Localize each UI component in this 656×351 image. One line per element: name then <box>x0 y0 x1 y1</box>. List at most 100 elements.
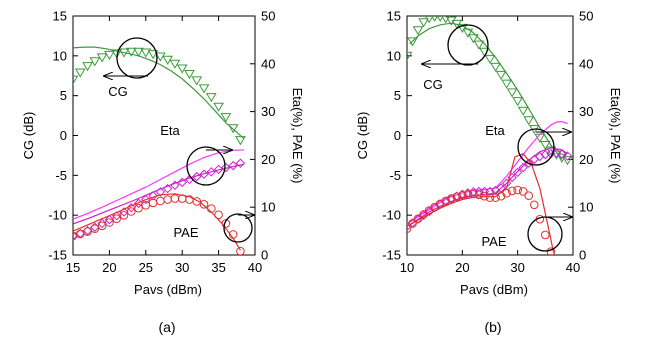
y-left-tick-label: -5 <box>389 168 401 183</box>
series-4-point <box>206 167 217 177</box>
series-1-point <box>111 49 123 59</box>
eta-highlight-circle <box>186 146 226 186</box>
x-tick-label: 20 <box>455 260 469 275</box>
series-5-line <box>73 193 241 251</box>
series-6-point <box>435 199 445 209</box>
series-6-point <box>407 224 412 234</box>
series-4-point <box>199 169 209 179</box>
series-4-point <box>104 214 115 225</box>
series-4-point <box>170 180 180 190</box>
series-4-point <box>228 160 238 171</box>
y-left-tick-label: 15 <box>53 9 67 24</box>
series-1-point <box>104 50 115 61</box>
series-1-point <box>205 93 217 103</box>
y-left-axis-label: CG (dB) <box>21 112 36 160</box>
series-1-point <box>96 53 108 63</box>
series-1-point <box>445 16 457 26</box>
series-6-point <box>463 189 473 199</box>
series-6-point <box>75 229 85 239</box>
y-right-tick-label: 0 <box>579 248 586 263</box>
series-4-point <box>235 158 246 168</box>
series-4-point <box>562 151 573 161</box>
series-1-point <box>407 51 413 61</box>
series-6-point <box>90 224 100 234</box>
x-tick-label: 40 <box>566 260 580 275</box>
series-4-point <box>557 149 567 159</box>
series-4-point <box>73 231 78 241</box>
eta-highlight-circle <box>517 128 555 166</box>
series-6-point <box>480 191 489 201</box>
series-1-point <box>169 59 181 69</box>
series-4-point <box>418 210 429 221</box>
series-6-point <box>163 195 172 204</box>
series-6-point <box>126 207 136 216</box>
y-right-axis-label: Eta(%), PAE (%) <box>608 88 623 184</box>
series-1-point <box>73 75 79 85</box>
series-1-point <box>517 106 529 116</box>
series-4-point <box>512 167 523 178</box>
series-5-line <box>407 152 555 253</box>
y-left-tick-label: 0 <box>394 128 401 143</box>
y-right-tick-label: 10 <box>261 200 275 215</box>
y-left-tick-label: -5 <box>55 168 67 183</box>
series-6-point <box>507 186 517 196</box>
series-3-line <box>73 163 245 225</box>
series-4-point <box>155 187 166 197</box>
y-right-axis-label: Eta(%), PAE (%) <box>290 88 305 184</box>
series-6-point <box>170 194 180 203</box>
y-left-tick-label: -15 <box>48 248 67 263</box>
series-6-point <box>541 230 550 240</box>
y-right-tick-label: 30 <box>579 104 593 119</box>
cg-annotation: CG <box>108 84 128 99</box>
series-1-point <box>89 57 101 67</box>
y-left-axis-label: CG (dB) <box>355 112 370 160</box>
series-6-point <box>502 189 511 198</box>
pae-highlight-circle <box>223 213 253 243</box>
pae-annotation: PAE <box>481 234 506 249</box>
series-6-point <box>192 197 202 206</box>
x-tick-label: 25 <box>139 260 153 275</box>
series-1-point <box>154 52 166 62</box>
y-left-tick-label: 0 <box>60 128 67 143</box>
series-1-point <box>227 124 239 134</box>
series-1-point <box>468 34 479 44</box>
series-4-point <box>221 162 231 173</box>
series-6-point <box>529 200 539 210</box>
series-6-point <box>546 247 556 255</box>
y-left-tick-label: 10 <box>53 48 67 63</box>
series-6-point <box>518 187 528 196</box>
cg-annotation: CG <box>423 77 443 92</box>
series-1-point <box>473 40 485 50</box>
chart-panel-b: 10 20 30 40 -15 -10 -5 0 5 10 15 0 10 20 30 40 50 Pavs (d… <box>355 9 623 336</box>
series-6-point <box>236 246 245 255</box>
series-1-point <box>523 116 535 126</box>
y-right-tick-label: 50 <box>579 9 593 24</box>
series-1-point <box>220 113 232 123</box>
series-6-point <box>496 191 506 201</box>
series-4-point <box>518 162 528 173</box>
series-1-point <box>213 102 224 112</box>
series-3-line <box>407 147 568 227</box>
series-6-point <box>485 193 495 202</box>
y-right-tick-label: 0 <box>261 248 268 263</box>
x-tick-label: 30 <box>510 260 524 275</box>
y-right-tick-label: 20 <box>261 152 275 167</box>
series-1-point <box>418 18 429 28</box>
series-1-point <box>412 26 424 36</box>
series-0-line <box>73 46 245 140</box>
series-6-point <box>177 194 187 203</box>
series-4-point <box>213 164 224 175</box>
series-1-point <box>407 37 418 47</box>
series-4-point <box>162 183 173 194</box>
pae-highlight-circle <box>527 216 563 252</box>
series-1-point <box>198 84 210 94</box>
series-4-point <box>126 202 136 213</box>
series-1-point <box>512 97 524 107</box>
y-right-tick-label: 30 <box>261 104 275 119</box>
y-right-tick-label: 40 <box>261 56 275 71</box>
series-6-point <box>112 214 121 223</box>
series-1-point <box>484 54 496 65</box>
series-1-point <box>176 64 188 74</box>
series-1-point <box>133 47 144 57</box>
